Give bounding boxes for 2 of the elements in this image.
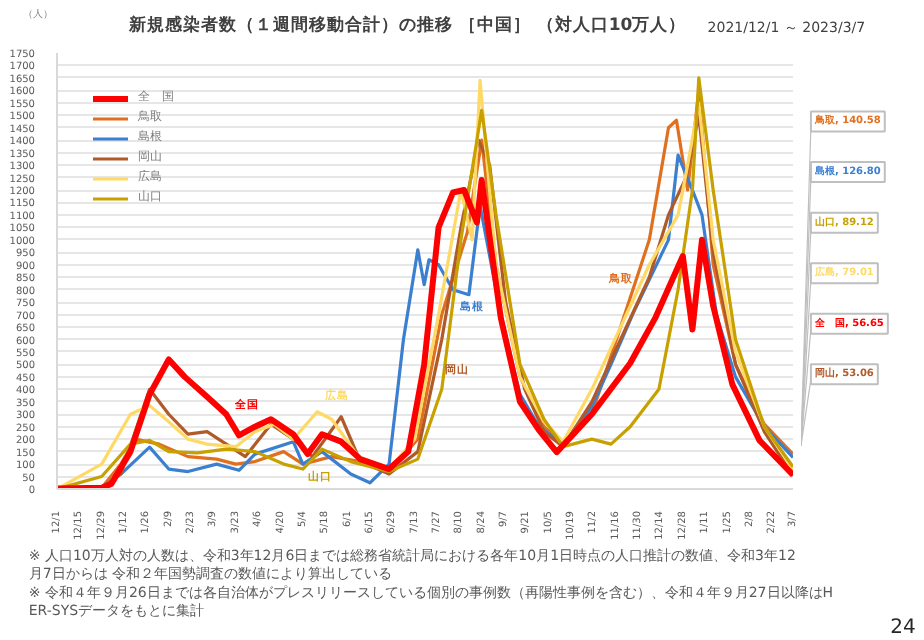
chart-title: 新規感染者数（１週間移動合計）の推移 ［中国］ （対人口10万人） (126, 14, 687, 37)
text: 24 (890, 617, 916, 640)
